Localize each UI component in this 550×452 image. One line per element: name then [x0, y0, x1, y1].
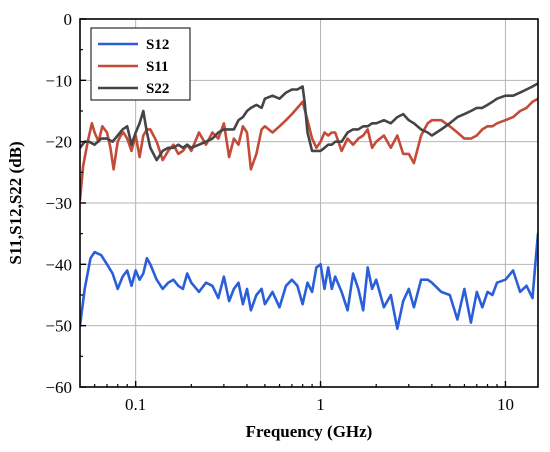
- series-line-s12: [80, 232, 538, 331]
- legend-label-s12: S12: [146, 37, 169, 53]
- x-tick-label: 1: [316, 395, 325, 414]
- legend-label-s22: S22: [146, 81, 169, 97]
- legend-label-s11: S11: [146, 59, 169, 75]
- legend: S12 S11 S22: [90, 27, 191, 101]
- series-line-s22: [80, 82, 538, 162]
- y-axis-title: S11,S12,S22 (dB): [6, 141, 25, 264]
- x-tick-label: 10: [497, 395, 514, 414]
- y-tick-label: −20: [45, 133, 72, 152]
- y-tick-label: 0: [64, 10, 73, 29]
- x-tick-label: 0.1: [125, 395, 146, 414]
- series-layer: [80, 82, 538, 331]
- y-tick-label: −40: [45, 255, 72, 274]
- y-tick-label: −50: [45, 317, 72, 336]
- axis-ticks: [80, 18, 507, 388]
- y-tick-label: −30: [45, 194, 72, 213]
- y-tick-label: −10: [45, 71, 72, 90]
- axis-tick-labels: 0 −10 −20 −30 −40 −50 −60 0.1 1 10: [45, 10, 514, 414]
- x-axis-title: Frequency (GHz): [246, 422, 373, 441]
- y-tick-label: −60: [45, 378, 72, 397]
- series-line-s11: [80, 97, 538, 202]
